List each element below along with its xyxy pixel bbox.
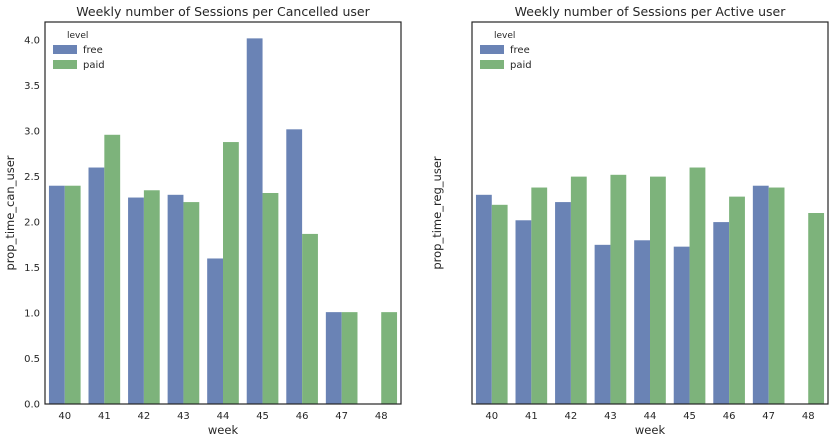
bar-paid-46 (302, 233, 318, 404)
bar-paid-46 (729, 196, 745, 404)
y-tick-label: 3.5 (24, 81, 40, 92)
bar-paid-40 (64, 185, 81, 404)
axes-frame (471, 21, 829, 405)
y-tick-label: 3.0 (24, 127, 40, 138)
bar-paid-44 (223, 142, 239, 405)
bar-free-47 (752, 185, 769, 404)
bar-paid-45 (689, 167, 706, 404)
y-tick-label: 0.5 (24, 354, 40, 365)
legend-swatch-paid (53, 60, 77, 69)
bar-free-42 (128, 197, 144, 404)
bar-free-46 (713, 222, 730, 404)
y-tick-label: 2.5 (24, 172, 40, 183)
x-tick-label: 43 (177, 411, 190, 422)
bar-free-44 (634, 240, 650, 404)
bar-free-45 (673, 246, 690, 404)
legend-title: level (494, 31, 515, 41)
legend-swatch-free (53, 45, 77, 54)
y-tick-label: 4.0 (24, 36, 40, 47)
axes-frame (44, 21, 402, 405)
bar-paid-48 (808, 213, 825, 404)
legend-title: level (67, 31, 88, 41)
bar-paid-40 (491, 204, 508, 404)
bar-paid-43 (183, 202, 200, 404)
bar-free-41 (515, 220, 532, 404)
bar-free-46 (286, 129, 303, 405)
chart-title: Weekly number of Sessions per Cancelled … (76, 4, 370, 19)
bar-free-40 (475, 194, 492, 404)
x-tick-label: 41 (98, 411, 111, 422)
legend-label-free: free (510, 45, 530, 56)
x-tick-label: 40 (485, 411, 498, 422)
bar-free-43 (594, 244, 611, 404)
x-tick-label: 46 (723, 411, 736, 422)
x-tick-label: 48 (375, 411, 388, 422)
x-tick-label: 43 (604, 411, 617, 422)
bar-paid-44 (650, 176, 666, 404)
x-tick-label: 42 (138, 411, 151, 422)
legend-swatch-paid (480, 60, 504, 69)
legend: level free paid (480, 31, 532, 71)
legend-label-paid: paid (83, 60, 105, 71)
bar-paid-42 (143, 190, 160, 404)
bar-paid-47 (341, 312, 358, 404)
bar-free-42 (555, 202, 571, 404)
bar-free-40 (48, 185, 65, 404)
x-tick-label: 41 (525, 411, 538, 422)
bar-paid-41 (531, 187, 548, 404)
x-tick-label: 47 (762, 411, 775, 422)
bar-paid-43 (610, 174, 627, 404)
bar-paid-48 (381, 312, 398, 404)
bar-free-41 (88, 167, 105, 404)
x-tick-label: 42 (565, 411, 578, 422)
y-tick-label: 0.0 (24, 400, 40, 411)
y-axis-label: prop_time_can_user (3, 155, 17, 270)
bar-free-47 (325, 312, 342, 404)
legend: level free paid (53, 31, 105, 71)
chart-panel: 40 41 42 43 44 45 46 47 48 0.0 0.5 1.0 1.5 2.0 2.5 3.0 3… (3, 4, 402, 437)
bar-free-43 (167, 194, 184, 404)
x-tick-label: 44 (217, 411, 230, 422)
bar-paid-45 (262, 192, 279, 404)
x-tick-label: 45 (256, 411, 269, 422)
y-axis-label: prop_time_reg_user (430, 156, 444, 270)
legend-label-free: free (83, 45, 103, 56)
x-tick-label: 40 (58, 411, 71, 422)
x-axis-label: week (208, 423, 239, 437)
bar-free-45 (246, 38, 263, 404)
x-tick-label: 47 (335, 411, 348, 422)
x-tick-label: 45 (683, 411, 696, 422)
x-tick-label: 48 (802, 411, 815, 422)
x-axis-label: week (635, 423, 666, 437)
legend-label-paid: paid (510, 60, 532, 71)
y-tick-label: 1.5 (24, 263, 40, 274)
legend-swatch-free (480, 45, 504, 54)
chart-panel: 40 41 42 43 44 45 46 47 48 Weekly number of Sessi… (430, 4, 829, 437)
bar-paid-47 (768, 187, 785, 404)
bar-paid-42 (570, 176, 587, 404)
bar-paid-41 (104, 134, 121, 404)
x-tick-label: 46 (296, 411, 309, 422)
y-tick-label: 1.0 (24, 309, 40, 320)
bar-free-44 (207, 258, 223, 404)
x-tick-label: 44 (644, 411, 657, 422)
y-tick-label: 2.0 (24, 218, 40, 229)
chart-title: Weekly number of Sessions per Active use… (515, 4, 787, 19)
